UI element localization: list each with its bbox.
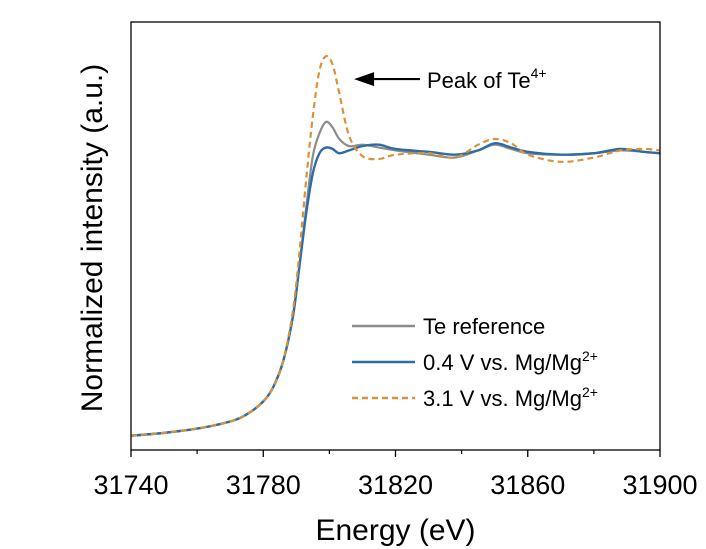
axes: 31740 31780 31820 31860 31900 Energy (eV) Norm…	[76, 21, 698, 547]
x-tick-label: 31820	[358, 470, 433, 500]
x-tick-label: 31780	[226, 470, 301, 500]
legend: Te reference 0.4 V vs. Mg/Mg2+ 3.1 V vs. M…	[352, 314, 598, 411]
x-tick-label: 31860	[490, 470, 565, 500]
legend-item-0-4v-label: 0.4 V vs. Mg/Mg2+	[423, 348, 598, 375]
legend-item-3-1v-label: 3.1 V vs. Mg/Mg2+	[423, 384, 598, 411]
x-axis-label: Energy (eV)	[315, 514, 475, 547]
x-tick-label: 31740	[93, 470, 168, 500]
annotation-label: Peak of Te4+	[427, 65, 547, 93]
x-tick-label: 31900	[622, 470, 697, 500]
y-axis-label: Normalized intensity (a.u.)	[76, 64, 109, 412]
annotation: Peak of Te4+	[354, 65, 547, 93]
plot-area	[131, 55, 660, 437]
series-line-3-1v	[131, 55, 660, 437]
series-line-0-4v	[131, 142, 660, 437]
legend-item-te-reference-label: Te reference	[423, 314, 545, 339]
annotation-arrow-head	[354, 72, 375, 87]
